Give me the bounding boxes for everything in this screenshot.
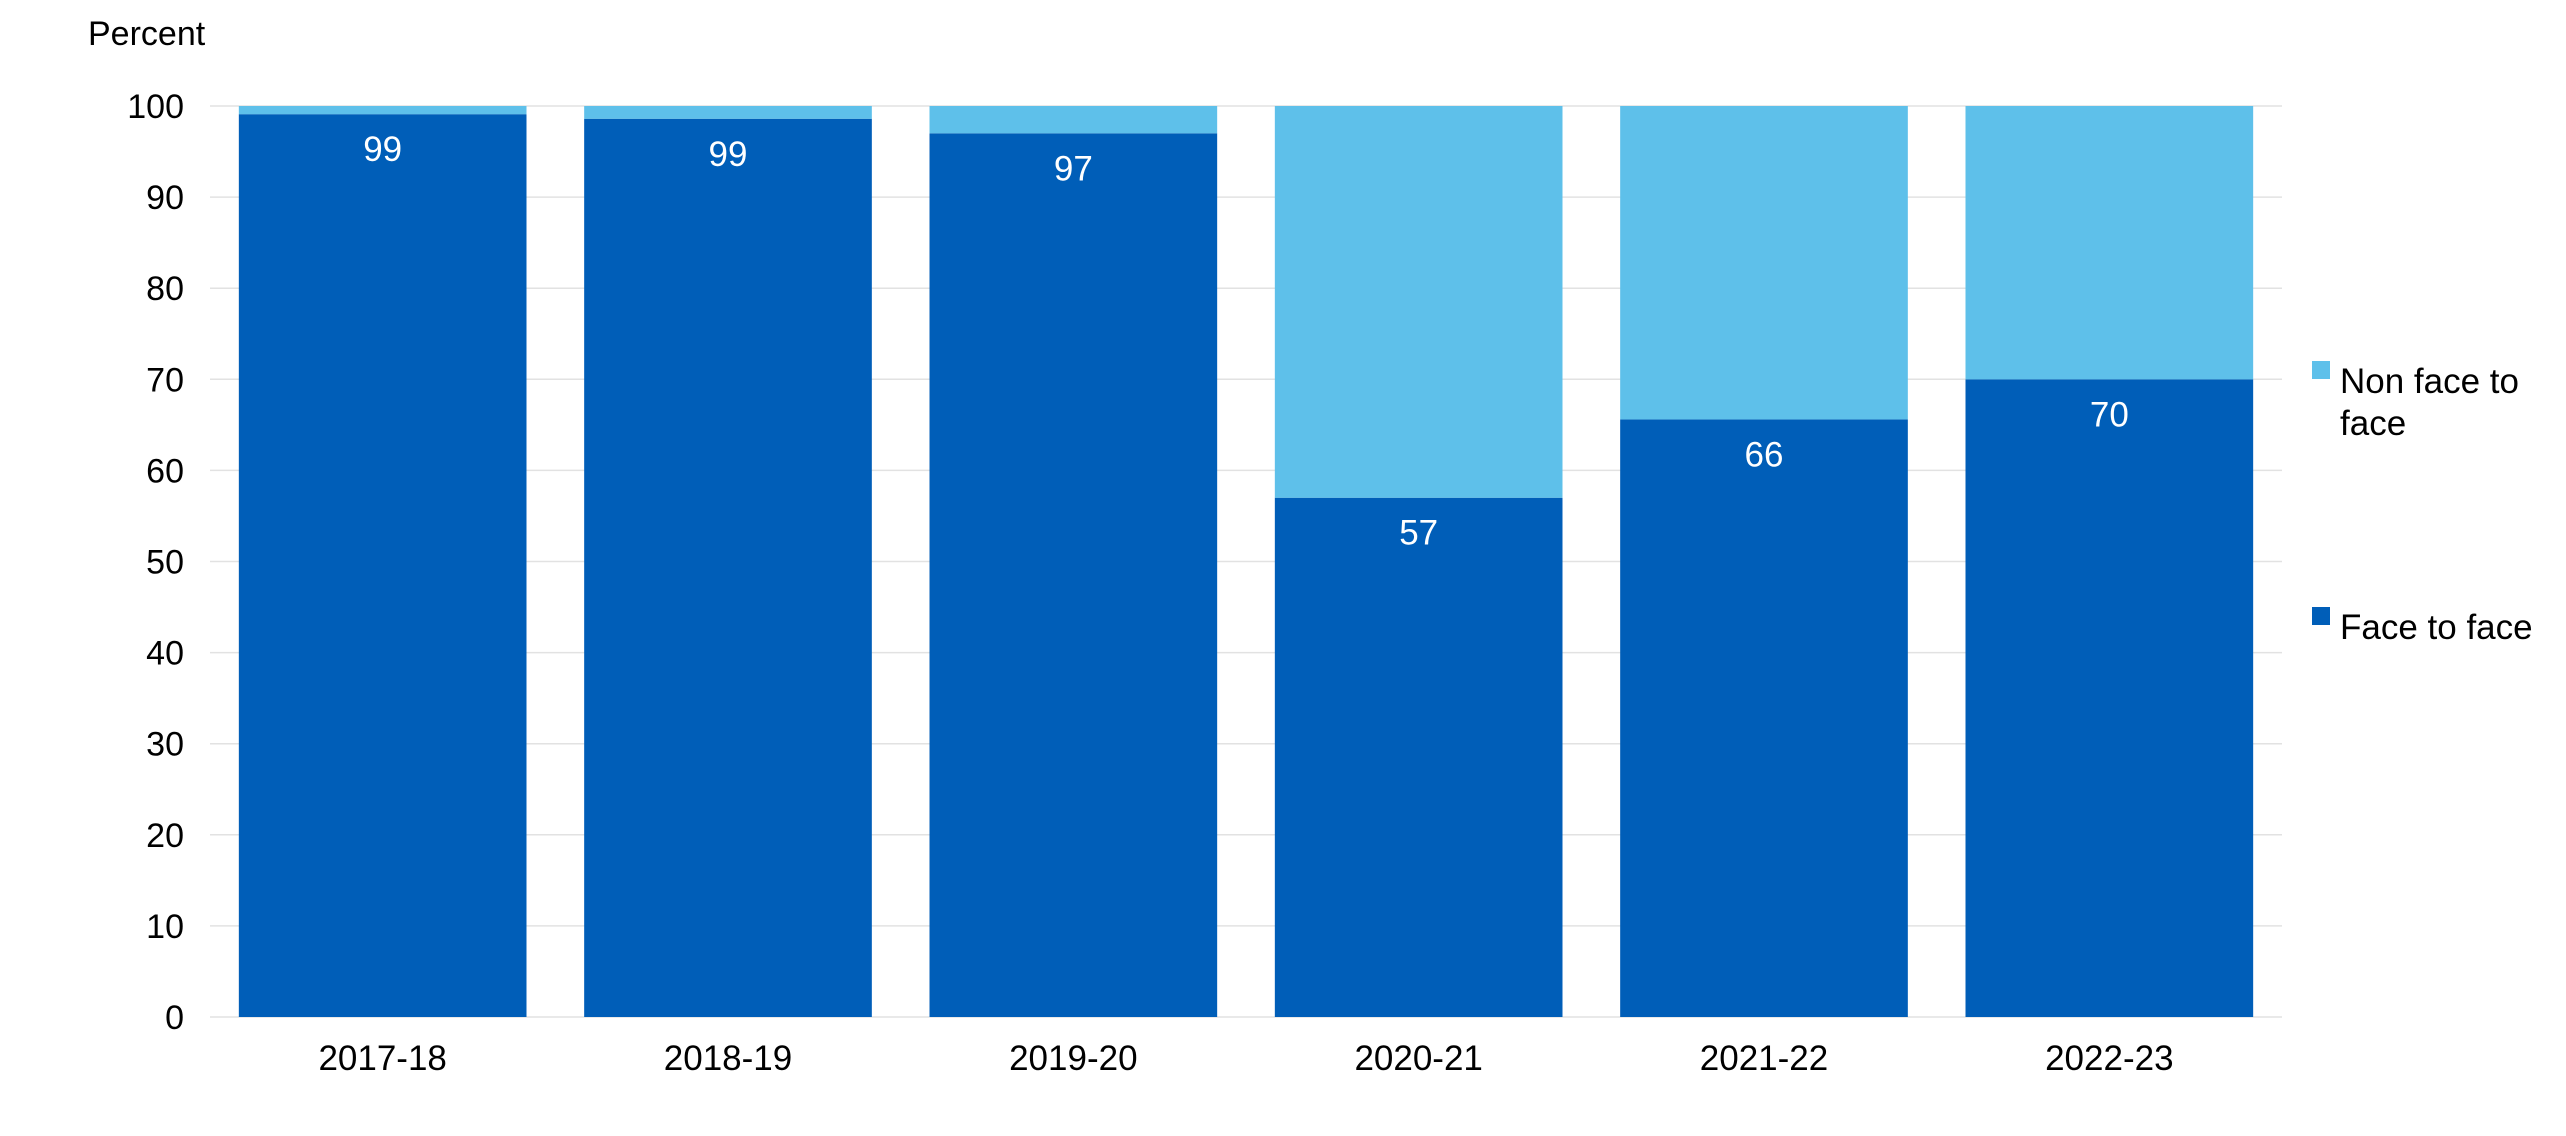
legend-label: face [2340,404,2406,443]
x-tick-label: 2018-19 [664,1039,792,1078]
y-axis-title: Percent [88,15,206,53]
y-tick-label: 0 [165,999,184,1037]
gridlines [210,105,2282,1018]
data-label: 70 [2090,395,2129,434]
y-tick-label: 50 [146,544,184,582]
x-axis-labels: 2017-18 2018-19 2019-20 2020-21 2021-22 2022-… [318,1039,2173,1078]
legend-swatch [2312,361,2330,379]
bar-segment [1620,419,1908,1017]
y-tick-label: 40 [146,635,184,673]
bars [238,106,2254,1018]
y-tick-label: 30 [146,726,184,764]
x-tick-label: 2021-22 [1700,1039,1828,1078]
y-tick-label: 70 [146,361,184,399]
bar-segment [1274,106,1563,498]
bar-segment [929,133,1218,1017]
bar-segment [1620,106,1908,420]
y-axis-ticks: 0 10 20 30 40 50 60 70 80 90 100 [127,88,184,1037]
legend-label: Non face to [2340,362,2519,401]
data-label: 97 [1054,149,1093,188]
data-label: 99 [709,135,748,174]
data-label: 66 [1745,435,1784,474]
y-tick-label: 20 [146,817,184,855]
y-tick-label: 80 [146,270,184,308]
data-labels: 99 99 97 57 66 70 [363,130,2129,553]
bar-segment [584,106,872,119]
data-label: 99 [363,130,402,169]
bar-segment [1965,106,2254,380]
y-tick-label: 100 [127,88,184,126]
bar-segment [584,118,872,1017]
bar-segment [929,106,1218,134]
x-tick-label: 2022-23 [2045,1039,2173,1078]
bar-segment [1274,497,1563,1018]
y-tick-label: 10 [146,908,184,946]
data-label: 57 [1399,514,1438,553]
legend-swatch [2312,607,2330,625]
y-tick-label: 90 [146,179,184,217]
x-tick-label: 2019-20 [1009,1039,1137,1078]
bar-segment [1965,379,2254,1017]
bar-segment [238,114,527,1018]
x-tick-label: 2017-18 [318,1039,446,1078]
bar-segment [238,106,527,115]
x-tick-label: 2020-21 [1354,1039,1482,1078]
y-tick-label: 60 [146,452,184,490]
legend-label: Face to face [2340,608,2533,647]
